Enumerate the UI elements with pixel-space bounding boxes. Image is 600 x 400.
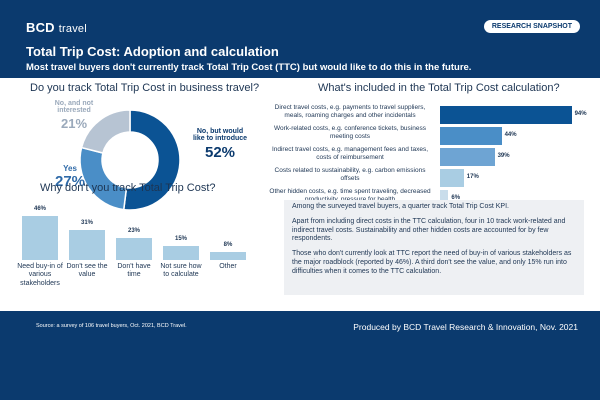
donut-slice-2 xyxy=(80,109,131,154)
donut-chart xyxy=(70,100,190,220)
hbar-bar xyxy=(440,127,502,145)
summary-paragraph-3: Those who don't currently look at TTC re… xyxy=(292,250,572,275)
vbar-bar xyxy=(163,245,199,260)
vbar-bar xyxy=(22,215,58,260)
bcd-logo: BCD travel xyxy=(26,20,87,35)
vbar-chart-title: Why don't you track Total Trip Cost? xyxy=(40,182,216,194)
vbar-category-label: Don't have time xyxy=(117,263,151,279)
hbar-value-label: 17% xyxy=(466,174,479,180)
hbar-bar xyxy=(440,190,449,208)
vbar-value-label: 46% xyxy=(33,205,46,212)
page-title: Total Trip Cost: Adoption and calculatio… xyxy=(26,44,279,59)
produced-by: Produced by BCD Travel Research & Innova… xyxy=(353,322,578,332)
source-note: Source: a survey of 106 travel buyers, O… xyxy=(36,323,187,329)
donut-label-yes: Yes 27% xyxy=(54,164,86,191)
page-subtitle: Most travel buyers don't currently track… xyxy=(26,62,472,73)
vbar-chart: 46% Need buy-in of various stakeholders 31… xyxy=(17,200,263,300)
research-snapshot-badge: RESEARCH SNAPSHOT xyxy=(483,20,580,33)
hbar-category-label: Costs related to sustainability, e.g. ca… xyxy=(274,167,426,183)
donut-label-no-but: No, but would like to introduce 52% xyxy=(192,128,248,161)
hbar-value-label: 44% xyxy=(504,132,517,138)
vbar-category-label: Don't see the value xyxy=(66,263,108,279)
vbar-category-label: Need buy-in of various stakeholders xyxy=(17,263,63,287)
hbar-bar xyxy=(440,106,572,124)
hbar-category-label: Direct travel costs, e.g. payments to tr… xyxy=(274,104,426,120)
hbar-category-label: Work-related costs, e.g. conference tick… xyxy=(274,125,426,141)
vbar-bar xyxy=(69,230,105,260)
donut-chart-title: Do you track Total Trip Cost in business… xyxy=(30,82,260,94)
hbar-value-label: 94% xyxy=(574,111,587,117)
hbar-chart-title: What's included in the Total Trip Cost c… xyxy=(318,82,560,94)
hbar-category-label: Other hidden costs, e.g. time spent trav… xyxy=(269,188,431,203)
hbar-bar xyxy=(440,148,495,166)
summary-paragraph-1: Among the surveyed travel buyers, a quar… xyxy=(292,203,509,210)
vbar-value-label: 15% xyxy=(174,235,187,242)
hbar-value-label: 6% xyxy=(451,195,461,201)
donut-svg xyxy=(79,109,181,211)
summary-paragraph-2: Apart from including direct costs in the… xyxy=(292,217,566,243)
hbar-bar xyxy=(440,169,464,187)
summary-textbox: Among the surveyed travel buyers, a quar… xyxy=(284,200,584,295)
vbar-bar xyxy=(116,237,152,260)
vbar-category-label: Not sure how to calculate xyxy=(160,263,202,279)
footer-banner: Source: a survey of 106 travel buyers, O… xyxy=(0,311,600,400)
donut-slice-0 xyxy=(122,109,181,211)
vbar-category-label: Other xyxy=(219,263,237,270)
vbar-value-label: 8% xyxy=(223,242,233,249)
vbar-value-label: 23% xyxy=(127,227,140,234)
vbar-value-label: 31% xyxy=(80,220,93,227)
hbar-value-label: 39% xyxy=(497,153,510,159)
donut-label-no-not: No, and not interested 21% xyxy=(54,100,94,131)
vbar-bar xyxy=(210,252,246,260)
header-banner: BCD travel RESEARCH SNAPSHOT Total Trip C… xyxy=(0,0,600,78)
hbar-category-label: Indirect travel costs, e.g. management f… xyxy=(271,146,429,162)
